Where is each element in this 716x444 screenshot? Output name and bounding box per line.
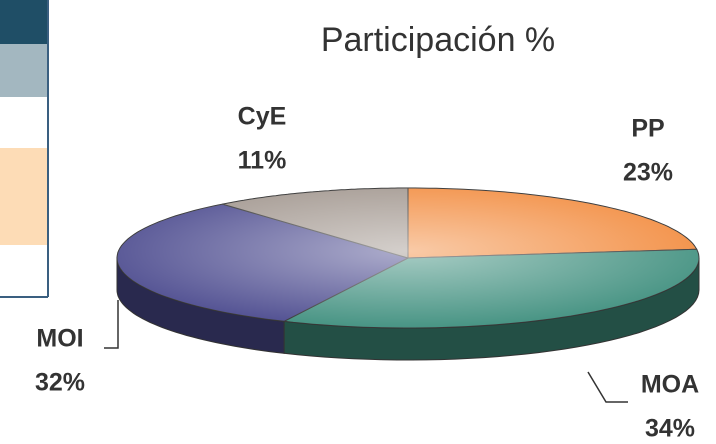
value-label: 23%	[623, 159, 673, 187]
category-label: PP	[631, 115, 664, 143]
value-label: 11%	[238, 147, 287, 175]
value-label: 32%	[35, 369, 85, 397]
category-label: CyE	[238, 103, 287, 131]
side-table	[0, 0, 49, 298]
category-label: MOI	[36, 325, 83, 353]
leader-lines	[104, 300, 628, 403]
value-label: 34%	[645, 415, 695, 443]
slice	[407, 187, 698, 259]
chart-title: Participación %	[321, 21, 555, 59]
category-label: MOA	[641, 371, 699, 399]
pie	[116, 187, 700, 361]
